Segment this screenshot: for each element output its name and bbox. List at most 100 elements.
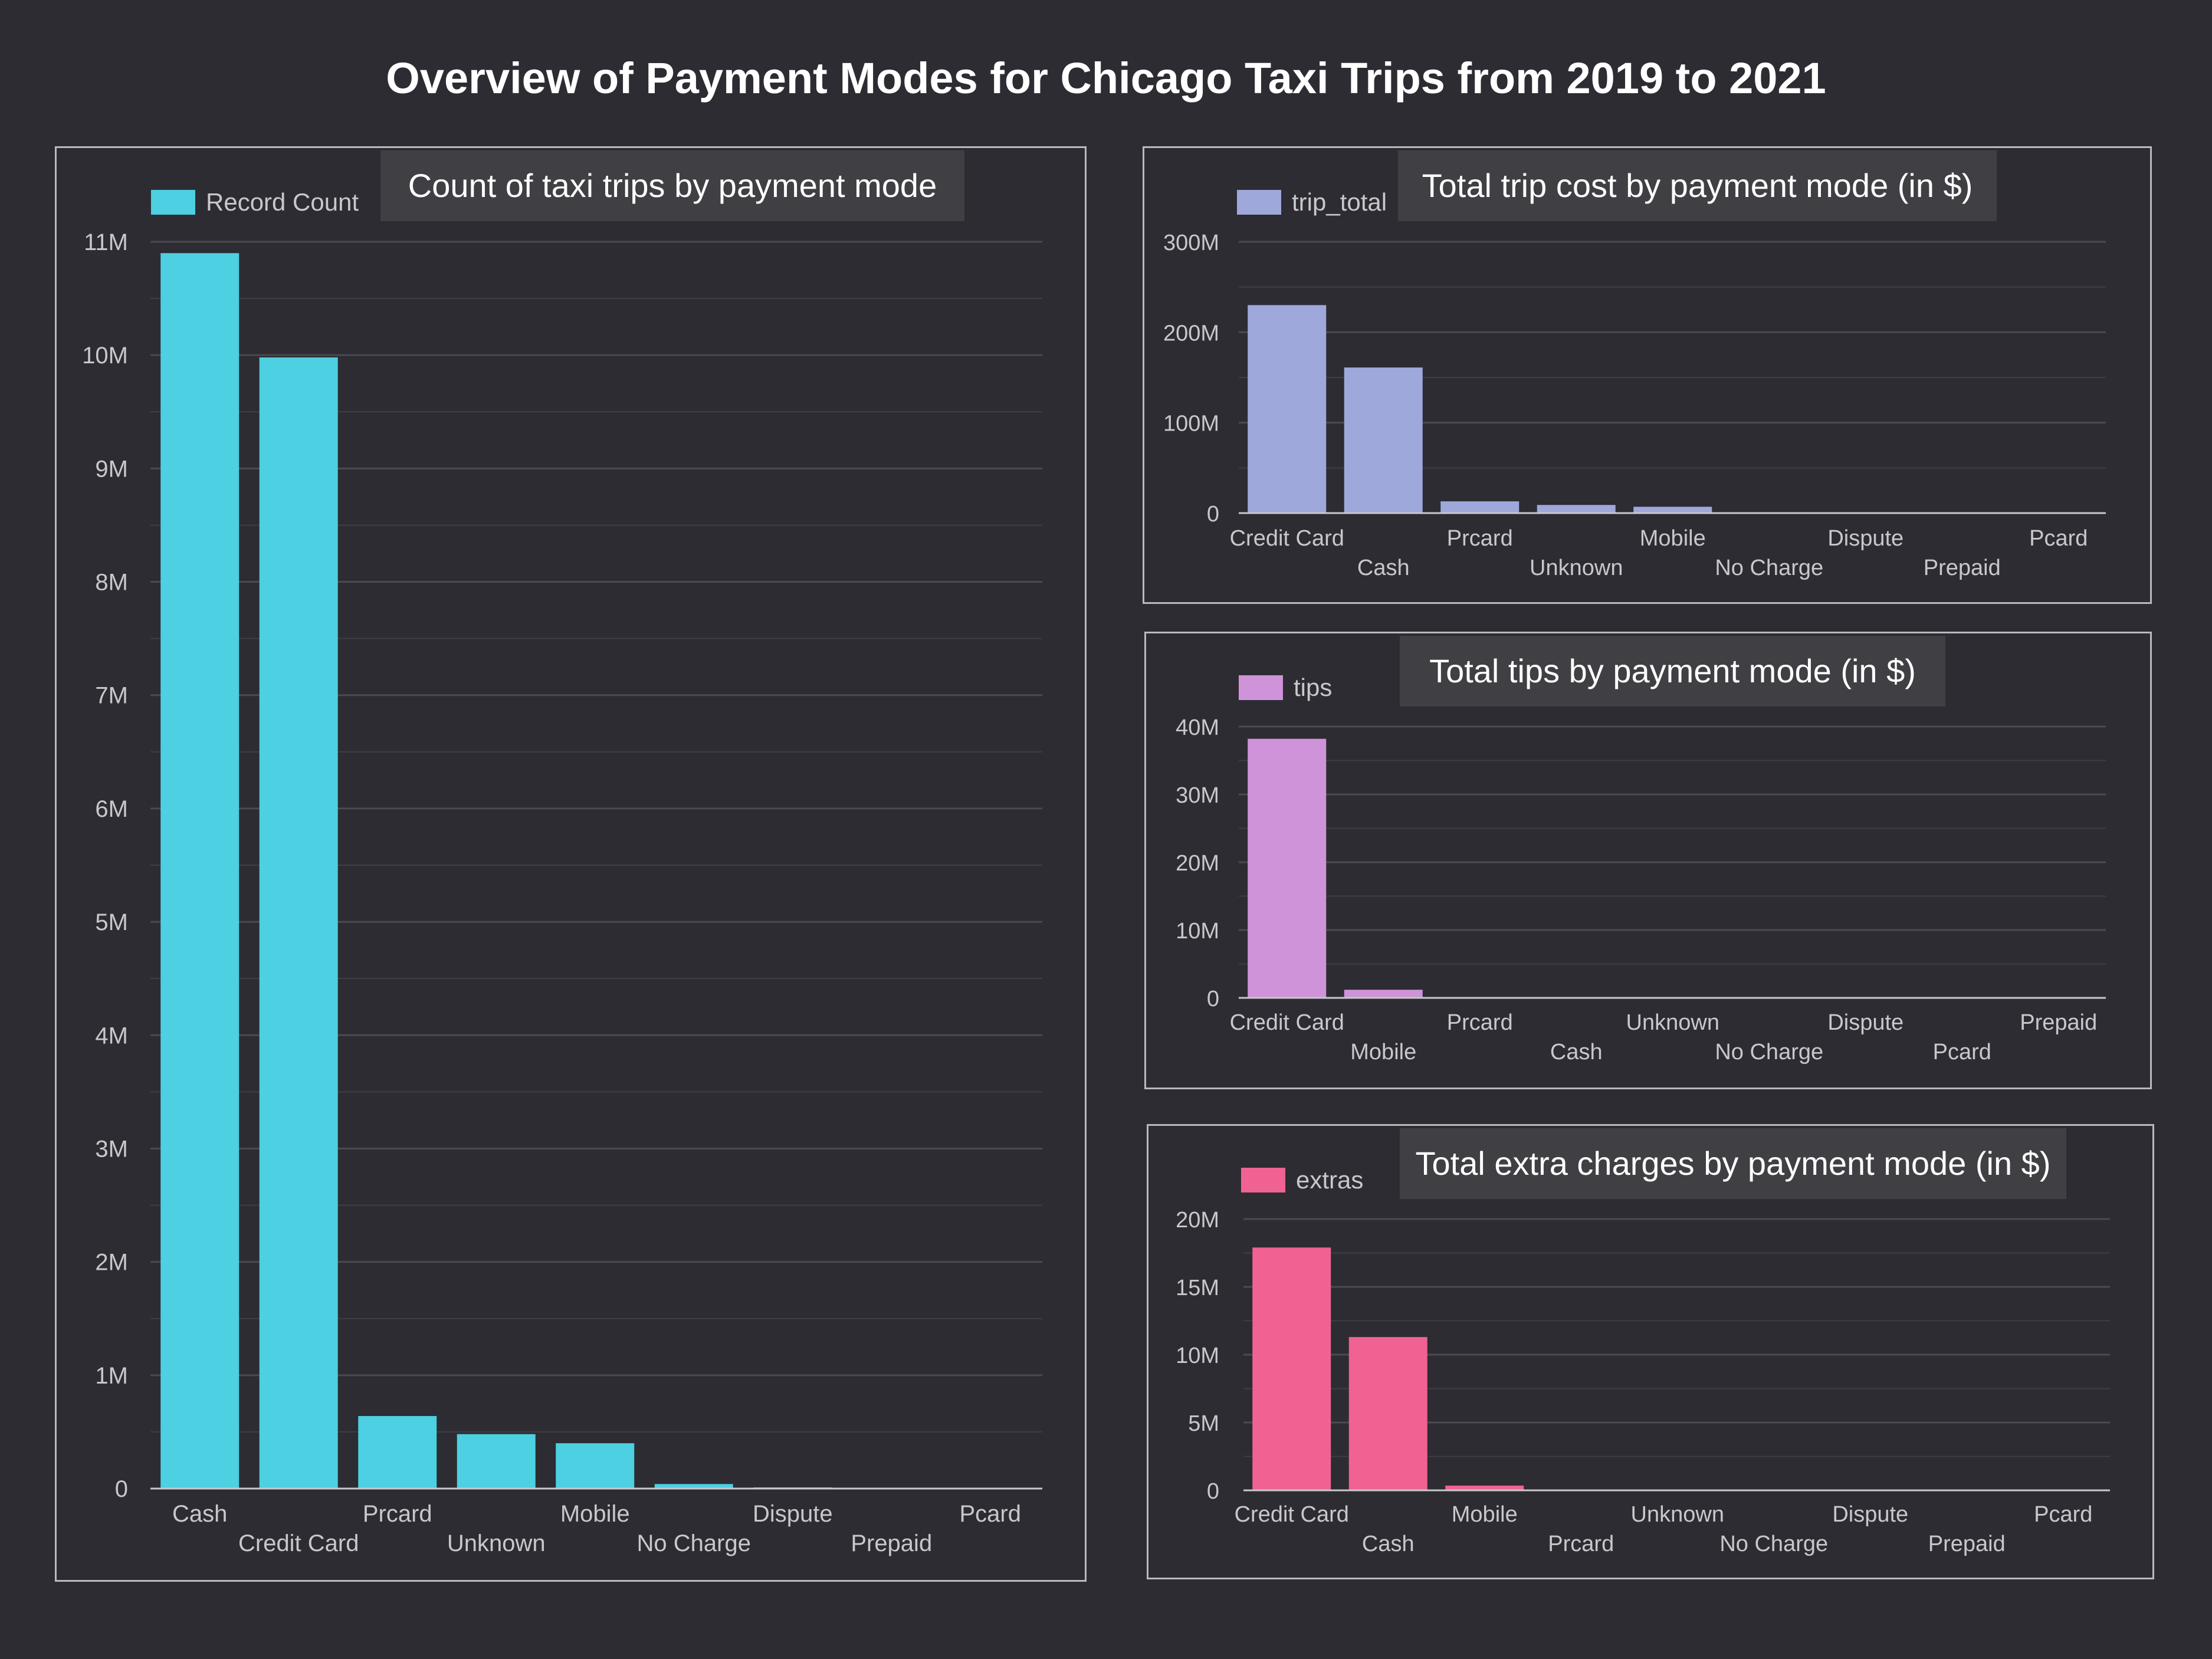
extras-bar-cash[interactable]: [1348, 1337, 1427, 1490]
legend-swatch-record-count: [151, 190, 195, 215]
tips-x-tick-label: Dispute: [1827, 1010, 1903, 1035]
extras-x-tick-label: Prepaid: [1928, 1532, 2006, 1556]
tips-x-tick-label: Mobile: [1350, 1040, 1416, 1065]
tips-bar-credit-card[interactable]: [1248, 738, 1327, 998]
extras-x-tick-label: Pcard: [2034, 1502, 2092, 1527]
trip-count-y-tick-label: 9M: [95, 456, 128, 482]
trip-cost-x-tick-label: Unknown: [1530, 556, 1623, 580]
trip-count-x-tick-label: Pcard: [960, 1501, 1022, 1527]
trip-count-y-tick-label: 1M: [95, 1363, 128, 1389]
trip-cost-chart-title: Total trip cost by payment mode (in $): [1398, 150, 1997, 221]
tips-y-tick-label: 30M: [1176, 783, 1219, 808]
trip-count-y-tick-label: 3M: [95, 1136, 128, 1162]
trip-cost-legend[interactable]: trip_total: [1237, 188, 1387, 216]
trip-count-x-tick-label: Dispute: [753, 1501, 833, 1527]
trip-cost-x-tick-label: Prepaid: [1924, 556, 2001, 580]
trip-cost-bar-credit-card[interactable]: [1248, 305, 1327, 513]
tips-bar-mobile[interactable]: [1344, 990, 1423, 998]
extras-y-tick-label: 15M: [1176, 1276, 1219, 1300]
trip-count-y-tick-label: 5M: [95, 909, 128, 935]
trip-cost-y-tick-label: 300M: [1163, 231, 1219, 255]
trip-count-y-tick-label: 0: [115, 1476, 128, 1502]
extras-x-tick-label: Dispute: [1832, 1502, 1908, 1527]
trip-count-panel: Count of taxi trips by payment mode Reco…: [55, 146, 1087, 1582]
extras-legend[interactable]: extras: [1241, 1166, 1363, 1194]
tips-x-tick-label: No Charge: [1715, 1040, 1823, 1065]
extras-y-tick-label: 10M: [1176, 1343, 1219, 1368]
extras-x-tick-label: Prcard: [1548, 1532, 1614, 1556]
trip-cost-bar-mobile[interactable]: [1633, 507, 1712, 513]
trip-cost-x-tick-label: Mobile: [1640, 526, 1706, 551]
trip-count-legend[interactable]: Record Count: [151, 188, 359, 216]
tips-x-tick-label: Unknown: [1626, 1010, 1719, 1035]
trip-count-y-tick-label: 2M: [95, 1250, 128, 1276]
trip-count-chart-title: Count of taxi trips by payment mode: [380, 150, 964, 221]
extras-bar-mobile[interactable]: [1445, 1485, 1524, 1490]
tips-x-tick-label: Pcard: [1933, 1040, 1991, 1065]
trip-count-y-tick-label: 4M: [95, 1023, 128, 1049]
trip-cost-panel: Total trip cost by payment mode (in $) t…: [1143, 146, 2152, 604]
trip-count-bar-credit-card[interactable]: [259, 357, 338, 1489]
extras-x-tick-label: Credit Card: [1235, 1502, 1349, 1527]
legend-label-tips: tips: [1294, 674, 1333, 701]
tips-panel: Total tips by payment mode (in $) tips: [1144, 632, 2152, 1089]
trip-cost-bar-unknown[interactable]: [1537, 505, 1616, 513]
tips-y-tick-label: 20M: [1176, 851, 1219, 876]
tips-x-tick-label: Credit Card: [1230, 1010, 1344, 1035]
extras-x-tick-label: Unknown: [1631, 1502, 1724, 1527]
trip-count-x-tick-label: Prepaid: [851, 1530, 932, 1556]
tips-x-tick-label: Cash: [1550, 1040, 1603, 1065]
legend-label-extras: extras: [1296, 1166, 1364, 1194]
tips-y-tick-label: 0: [1207, 987, 1219, 1011]
trip-cost-x-tick-label: Cash: [1357, 556, 1410, 580]
trip-cost-bar-cash[interactable]: [1344, 367, 1423, 513]
trip-count-bar-no-charge[interactable]: [654, 1484, 733, 1489]
trip-cost-y-tick-label: 200M: [1163, 321, 1219, 346]
trip-count-x-tick-label: Unknown: [447, 1530, 546, 1556]
trip-count-x-tick-label: Mobile: [560, 1501, 630, 1527]
tips-y-tick-label: 10M: [1176, 919, 1219, 944]
trip-count-x-tick-label: No Charge: [637, 1530, 751, 1556]
trip-count-bar-mobile[interactable]: [556, 1443, 635, 1489]
extras-x-tick-label: Mobile: [1452, 1502, 1518, 1527]
trip-count-y-tick-label: 10M: [82, 343, 128, 369]
trip-count-y-tick-label: 11M: [84, 229, 128, 255]
legend-label-record-count: Record Count: [206, 188, 359, 216]
trip-count-bar-unknown[interactable]: [457, 1434, 536, 1489]
tips-legend[interactable]: tips: [1239, 674, 1332, 702]
trip-count-x-tick-label: Prcard: [363, 1501, 432, 1527]
trip-count-bar-prcard[interactable]: [358, 1416, 437, 1489]
extras-x-tick-label: No Charge: [1719, 1532, 1828, 1556]
legend-swatch-tips: [1239, 675, 1283, 700]
trip-count-y-tick-label: 6M: [95, 796, 128, 822]
extras-y-tick-label: 0: [1207, 1479, 1219, 1504]
page-title: Overview of Payment Modes for Chicago Ta…: [386, 54, 1826, 103]
extras-x-tick-label: Cash: [1362, 1532, 1415, 1556]
trip-cost-x-tick-label: Pcard: [2029, 526, 2088, 551]
trip-count-y-tick-label: 7M: [95, 683, 128, 709]
legend-swatch-trip-total: [1237, 190, 1281, 215]
extras-panel: Total extra charges by payment mode (in …: [1147, 1124, 2154, 1579]
extras-y-tick-label: 5M: [1188, 1411, 1219, 1436]
extras-chart-title: Total extra charges by payment mode (in …: [1400, 1128, 2066, 1199]
tips-chart-title: Total tips by payment mode (in $): [1400, 636, 1945, 707]
trip-count-y-tick-label: 8M: [95, 570, 128, 596]
trip-cost-x-tick-label: Prcard: [1447, 526, 1513, 551]
extras-y-tick-label: 20M: [1176, 1208, 1219, 1233]
trip-cost-x-tick-label: No Charge: [1715, 556, 1823, 580]
trip-count-bar-cash[interactable]: [160, 253, 239, 1489]
legend-label-trip-total: trip_total: [1292, 188, 1387, 216]
extras-bar-credit-card[interactable]: [1252, 1247, 1331, 1490]
tips-y-tick-label: 40M: [1176, 715, 1219, 740]
trip-cost-x-tick-label: Credit Card: [1230, 526, 1344, 551]
trip-count-x-tick-label: Credit Card: [238, 1530, 359, 1556]
trip-cost-y-tick-label: 0: [1207, 502, 1219, 527]
trip-count-x-tick-label: Cash: [172, 1501, 227, 1527]
trip-cost-y-tick-label: 100M: [1163, 412, 1219, 436]
trip-cost-bar-prcard[interactable]: [1440, 501, 1519, 513]
tips-x-tick-label: Prcard: [1447, 1010, 1513, 1035]
